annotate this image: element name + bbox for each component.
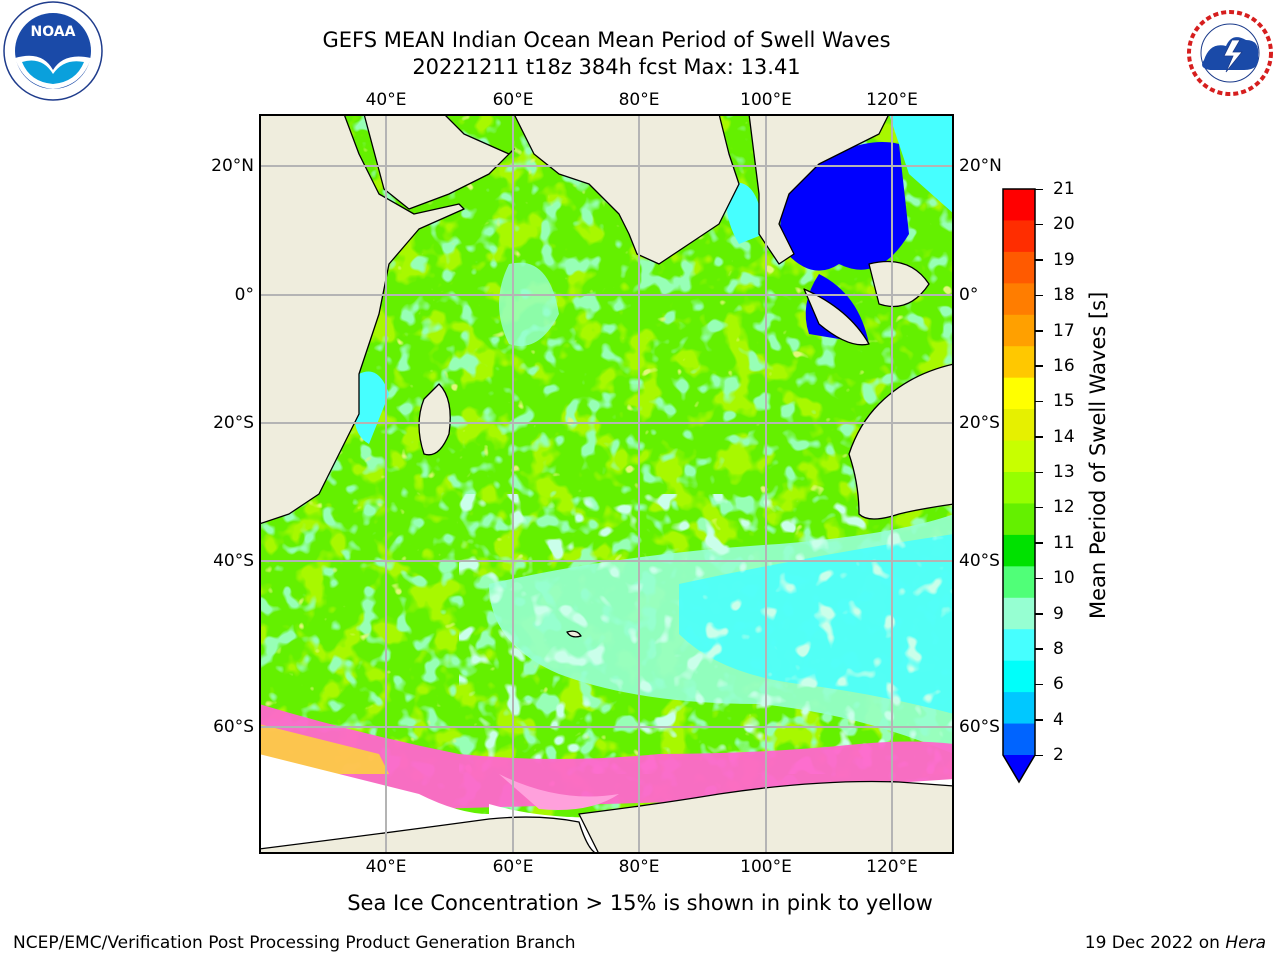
colorbar-tick-mark — [1035, 188, 1043, 190]
left-tick-60s: 60°S — [213, 717, 254, 737]
colorbar-tick-label: 16 — [1053, 355, 1075, 376]
colorbar-band — [1003, 283, 1035, 316]
colorbar-band — [1003, 534, 1035, 567]
colorbar-tick-label: 4 — [1053, 709, 1064, 730]
colorbar-band — [1003, 251, 1035, 284]
footer-date: 19 Dec 2022 on Hera — [1085, 932, 1266, 954]
colorbar-tick-mark — [1035, 648, 1043, 650]
colorbar-tick-label: 9 — [1053, 603, 1064, 624]
map-panel — [259, 114, 954, 854]
colorbar-band — [1003, 220, 1035, 253]
bottom-tick-80e: 80°E — [618, 857, 660, 877]
bottom-tick-120e: 120°E — [866, 857, 918, 877]
top-tick-60e: 60°E — [492, 90, 534, 110]
sea-ice-caption: Sea Ice Concentration > 15% is shown in … — [347, 891, 933, 915]
right-tick-20n: 20°N — [959, 156, 1002, 176]
colorbar-tick-mark — [1035, 754, 1043, 756]
colorbar-tick-label: 18 — [1053, 285, 1075, 306]
footer-host: Hera — [1225, 933, 1266, 953]
colorbar-tick-label: 13 — [1053, 462, 1075, 482]
nws-logo — [1180, 10, 1280, 96]
map-frame — [259, 114, 954, 854]
colorbar-tick-mark — [1035, 436, 1043, 438]
right-tick-0: 0° — [959, 285, 979, 305]
top-tick-40e: 40°E — [365, 90, 407, 110]
bottom-tick-100e: 100°E — [740, 857, 792, 877]
graticule — [259, 114, 954, 854]
colorbar-tick-mark — [1035, 542, 1043, 544]
footer-date-text: 19 Dec 2022 on — [1084, 933, 1226, 953]
colorbar-label: Mean Period of Swell Waves [s] — [1086, 291, 1110, 619]
colorbar-tick-label: 11 — [1053, 532, 1075, 553]
colorbar-outline — [1002, 188, 1036, 784]
left-tick-40s: 40°S — [213, 551, 254, 571]
colorbar-band — [1003, 503, 1035, 536]
colorbar-tick-mark — [1035, 613, 1043, 615]
colorbar-tick-mark — [1035, 719, 1043, 721]
left-tick-20s: 20°S — [213, 413, 254, 433]
colorbar-tick-mark — [1035, 259, 1043, 261]
swell-period-map — [259, 114, 954, 854]
right-tick-20s: 20°S — [959, 413, 1000, 433]
colorbar-tick-mark — [1035, 506, 1043, 509]
colorbar-tick-mark — [1035, 330, 1043, 332]
right-tick-60s: 60°S — [959, 717, 1000, 737]
colorbar-band — [1003, 377, 1035, 410]
top-tick-80e: 80°E — [618, 90, 660, 110]
colorbar-tick-label: 21 — [1053, 179, 1075, 199]
colorbar-tick-label: 10 — [1053, 568, 1075, 589]
colorbar-tick-label: 12 — [1053, 497, 1075, 518]
colorbar-tick-mark — [1035, 683, 1043, 686]
top-tick-120e: 120°E — [866, 90, 918, 110]
colorbar-tick-label: 19 — [1053, 249, 1075, 270]
colorbar-band — [1003, 440, 1035, 473]
colorbar-band — [1003, 189, 1035, 221]
bottom-tick-60e: 60°E — [492, 857, 534, 877]
colorbar-tick-label: 20 — [1053, 214, 1075, 235]
colorbar-tick-mark — [1035, 400, 1043, 403]
colorbar-tick-label: 17 — [1053, 320, 1075, 341]
bottom-tick-40e: 40°E — [365, 857, 407, 877]
colorbar-tick-mark — [1035, 294, 1043, 297]
svg-text:NOAA: NOAA — [31, 24, 76, 40]
colorbar-band — [1003, 472, 1035, 504]
left-tick-0: 0° — [234, 285, 254, 305]
noaa-logo: NOAA — [2, 0, 104, 102]
colorbar-band — [1003, 723, 1035, 756]
colorbar-tick-mark — [1035, 577, 1043, 580]
right-tick-40s: 40°S — [959, 551, 1000, 571]
colorbar-tick-label: 6 — [1053, 674, 1064, 695]
colorbar-tick-mark — [1035, 223, 1043, 226]
colorbar-band — [1003, 629, 1035, 662]
colorbar-tick-label: 14 — [1053, 426, 1075, 447]
chart-title: GEFS MEAN Indian Ocean Mean Period of Sw… — [322, 28, 891, 52]
colorbar-band — [1003, 692, 1035, 725]
colorbar-band — [1003, 409, 1035, 442]
colorbar-tick-label: 15 — [1053, 391, 1075, 412]
colorbar-tick-mark — [1035, 471, 1043, 473]
colorbar-tick-label: 8 — [1053, 638, 1064, 659]
footer-credit: NCEP/EMC/Verification Post Processing Pr… — [13, 933, 576, 953]
colorbar-band — [1003, 346, 1035, 379]
colorbar-extend-arrow — [1003, 755, 1035, 782]
chart-subtitle: 20221211 t18z 384h fcst Max: 13.41 — [412, 55, 801, 79]
colorbar-band — [1003, 566, 1035, 599]
colorbar-tick-mark — [1035, 365, 1043, 367]
colorbar-band — [1003, 660, 1035, 693]
colorbar-band — [1003, 314, 1035, 347]
colorbar — [1002, 188, 1036, 784]
colorbar-swatches — [1002, 188, 1036, 784]
colorbar-band — [1003, 597, 1035, 630]
colorbar-tick-label: 2 — [1053, 745, 1064, 765]
left-tick-20n: 20°N — [211, 156, 254, 176]
top-tick-100e: 100°E — [740, 90, 792, 110]
